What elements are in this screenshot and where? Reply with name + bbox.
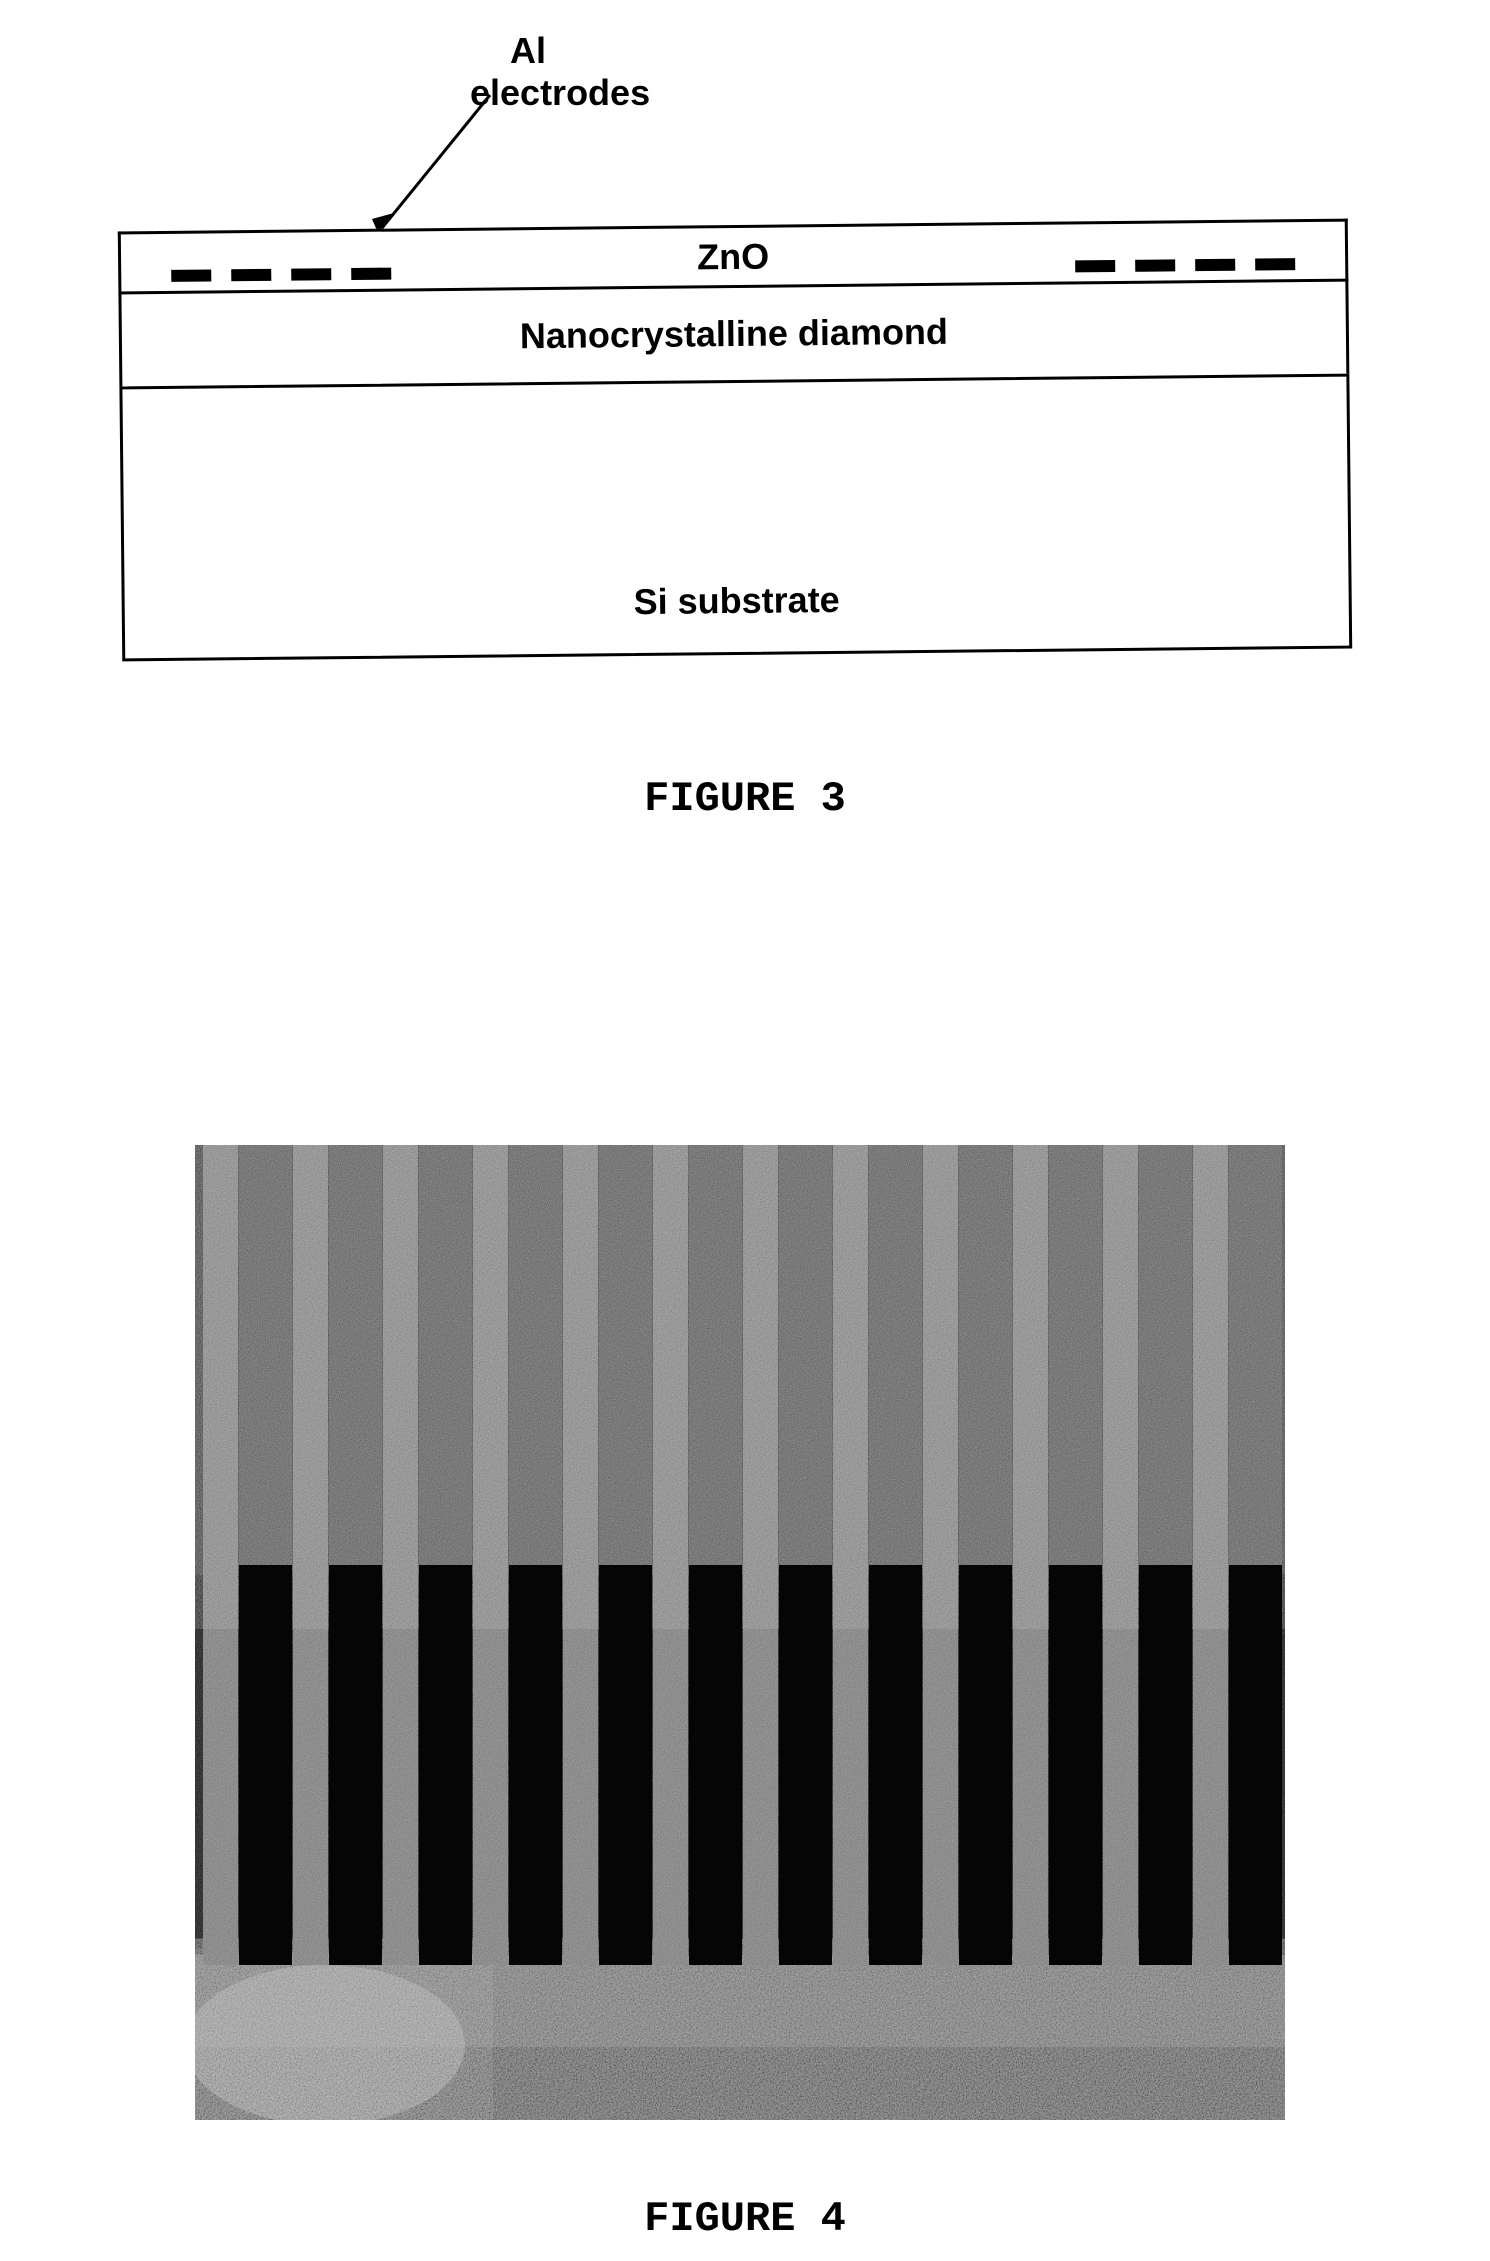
figure-4 [195,1145,1285,2120]
electrode [1135,259,1175,271]
diamond-layer: Nanocrystalline diamond [118,279,1349,387]
figure-4-caption: FIGURE 4 [0,2195,1490,2243]
electrode-group-left [171,268,391,282]
electrode [1255,258,1295,270]
substrate-label: Si substrate [633,579,840,623]
electrode-group-right [1075,258,1295,272]
diamond-label: Nanocrystalline diamond [520,311,949,357]
electrode [1075,260,1115,272]
electrode-label-line1: Al [510,30,546,72]
electrode [171,269,211,281]
layer-diagram: ZnO Nanocrystalline diamond Si substrate [118,219,1352,662]
pointer-arrow [360,85,510,245]
electrode [231,269,271,281]
electrode [1195,259,1235,271]
figure-3-caption: FIGURE 3 [0,775,1490,823]
micrograph-image [195,1145,1285,2120]
electrode [291,268,331,280]
substrate-layer: Si substrate [119,374,1352,662]
electrode [351,268,391,280]
